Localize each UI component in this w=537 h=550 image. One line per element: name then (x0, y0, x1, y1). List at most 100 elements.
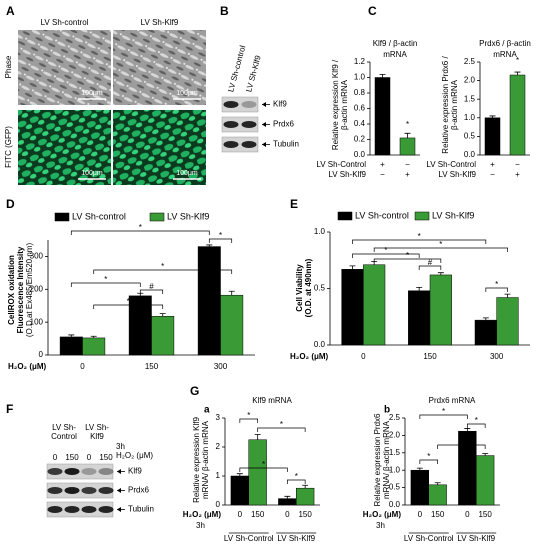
y-axis-label: (O.D. at 490nm) (304, 258, 313, 317)
group-label: LV Sh-Control (224, 534, 274, 543)
x-tick-label: 150 (251, 510, 265, 519)
panel-letter: E (290, 197, 298, 211)
significance-bracket (70, 230, 210, 235)
condition-mark: + (490, 160, 495, 169)
band-arrow-head (262, 122, 266, 127)
error-bar (437, 272, 444, 275)
blot-band (241, 101, 257, 108)
band-arrow-head (262, 102, 266, 107)
blot-strip (221, 96, 259, 113)
y-axis-label: Fluorescence Intensity (16, 246, 25, 333)
significance-mark: * (280, 420, 283, 429)
significance-bracket (437, 444, 486, 449)
chart-title: Klf9 / β-actin (373, 39, 418, 48)
significance-mark: * (127, 297, 130, 306)
blot-band (47, 506, 63, 513)
lane-label: 150 (65, 453, 79, 462)
y-tick-label: 0.0 (354, 150, 366, 159)
significance-bracket (93, 269, 233, 274)
significance-bracket (257, 427, 306, 432)
significance-bracket (139, 289, 164, 294)
y-axis-label: Cell Viability (295, 264, 304, 312)
x-tick-label: 150 (431, 510, 445, 519)
bar (197, 246, 221, 356)
error-bar (228, 290, 235, 296)
bar (399, 137, 416, 156)
significance-bracket (352, 253, 420, 258)
x-tick-label: 0 (465, 510, 470, 519)
x-tick-label: 300 (214, 362, 228, 371)
condition-mark: + (380, 160, 385, 169)
y-axis-label: (O.D at Ex485/Em520 nm) (25, 243, 34, 338)
significance-bracket (418, 265, 442, 270)
blot-band (223, 141, 239, 148)
bar (374, 77, 391, 156)
significance-bracket (466, 423, 486, 428)
significance-bracket (208, 238, 233, 243)
significance-bracket (419, 459, 439, 464)
y-tick-label: 2.5 (389, 413, 401, 422)
band-label: Klf9 (128, 467, 142, 476)
bar (496, 297, 519, 346)
condition-mark: + (405, 170, 410, 179)
legend-label: LV Sh-Klf9 (167, 211, 209, 221)
significance-bracket (373, 258, 442, 263)
y-axis-label: β-actin mRNA (450, 79, 459, 130)
blot-band (81, 487, 97, 494)
bar (408, 290, 431, 346)
significance-mark: * (475, 416, 478, 425)
bar (230, 475, 249, 506)
y-tick-label: 1.0 (354, 73, 366, 82)
blot-band (98, 487, 114, 494)
y-tick-label: 1.0 (464, 113, 476, 122)
error-bar (302, 484, 309, 489)
x-tick-label: 0 (361, 352, 366, 361)
scale-bar-label: 100μm (81, 90, 103, 97)
significance-mark: * (295, 472, 298, 481)
time-label: 3h (376, 521, 385, 530)
bar (278, 498, 297, 506)
row-label: Phase (4, 55, 13, 78)
condition-mark: + (515, 170, 520, 179)
x-tick-label: 150 (298, 510, 312, 519)
error-bar (482, 453, 489, 456)
x-tick-label: 0 (238, 510, 243, 519)
significance-mark: * (384, 246, 387, 255)
significance-mark: * (139, 223, 142, 232)
significance-mark: * (262, 460, 265, 469)
sub-label: b (384, 405, 390, 416)
legend-label: LV Sh-control (355, 210, 409, 220)
significance-bracket (93, 304, 164, 309)
bar (428, 484, 447, 506)
error-bar (416, 286, 423, 291)
scale-bar-label: 100μm (176, 90, 198, 97)
error-bar (434, 482, 441, 485)
panel-letter: B (220, 4, 229, 18)
condition-mark: − (490, 170, 495, 179)
error-bar (284, 495, 291, 499)
significance-bracket (373, 247, 508, 252)
bar (429, 274, 452, 346)
significance-mark: * (439, 240, 442, 249)
y-tick-label: 0.0 (464, 150, 476, 159)
error-bar (514, 71, 521, 76)
group-label: LV Sh- (52, 423, 76, 432)
scale-bar-label: 100μm (176, 170, 198, 177)
blot-strip (221, 116, 259, 133)
group-label: Klf9 (90, 432, 104, 441)
chart-title: mRNA (493, 50, 517, 59)
group-label: LV Sh-Klf9 (277, 534, 315, 543)
time-label: 3h (196, 521, 205, 530)
blot-band (81, 506, 97, 513)
legend-label: LV Sh-control (72, 211, 126, 221)
legend-swatch (337, 211, 353, 221)
group-label: LV Sh-Klf9 (457, 534, 495, 543)
significance-mark: * (247, 411, 250, 420)
significance-bracket (239, 418, 259, 423)
condition-label: LV Sh-Control (316, 160, 366, 169)
y-tick-label: 2.0 (389, 431, 401, 440)
x-tick-label: 0 (80, 362, 85, 371)
significance-bracket (352, 239, 487, 244)
x-tick-label: 150 (423, 352, 437, 361)
